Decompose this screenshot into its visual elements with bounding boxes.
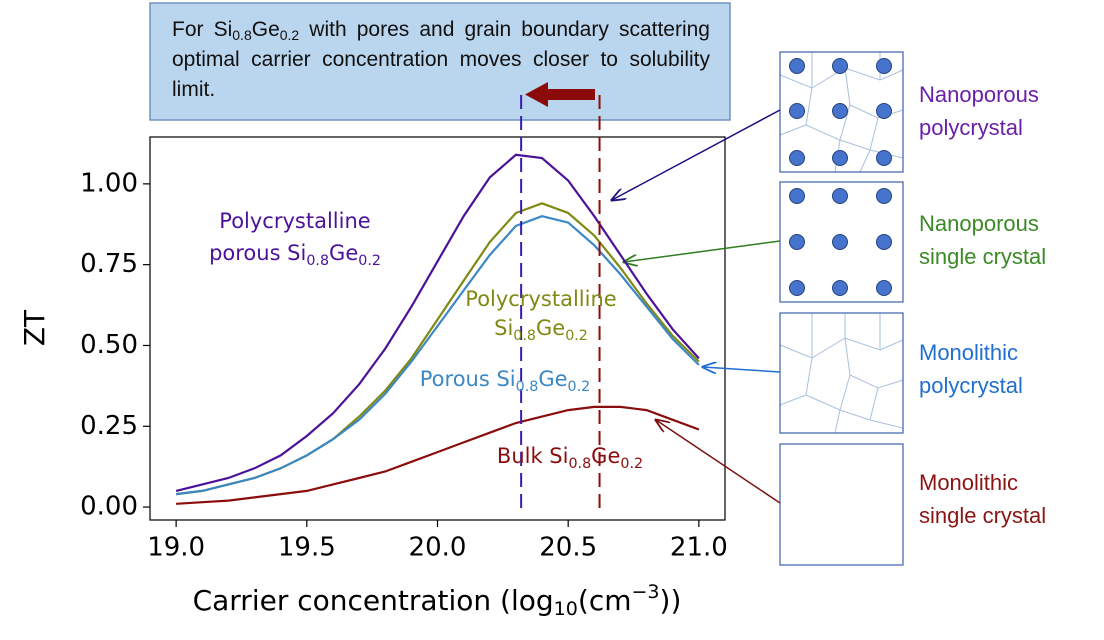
subscript: 0.8 xyxy=(568,456,591,472)
panel-label: single crystal xyxy=(919,503,1046,528)
pointer-arrow xyxy=(624,240,781,262)
panel-label: polycrystal xyxy=(919,115,1023,140)
subscript: −3 xyxy=(631,581,659,603)
curve xyxy=(175,153,700,492)
x-tick-label: 19.5 xyxy=(278,533,336,563)
shift-arrow-head xyxy=(525,82,548,107)
curve-label: Porous Si0.8Ge0.2 xyxy=(420,367,590,395)
annotation-part: 0.2 xyxy=(279,27,300,43)
pointer-arrow xyxy=(656,420,781,504)
grain-boundaries xyxy=(779,52,904,434)
annotation-part: with pores and grain boundary scattering… xyxy=(172,18,710,101)
curve xyxy=(175,215,700,496)
panel-label: Monolithic xyxy=(919,470,1018,495)
annotation-part: 0.8 xyxy=(232,27,252,43)
y-axis-label: ZT xyxy=(18,309,51,346)
panel xyxy=(779,312,904,434)
panel-label: polycrystal xyxy=(919,373,1023,398)
panel xyxy=(779,443,904,566)
annotation-part: For Si xyxy=(172,18,233,41)
subscript: 0.8 xyxy=(516,379,539,395)
subscript: 10 xyxy=(554,598,578,620)
shift-arrow xyxy=(545,89,595,100)
panel-label: single crystal xyxy=(919,244,1046,269)
curve-label: Bulk Si0.8Ge0.2 xyxy=(497,444,643,472)
panel-label: Nanoporous xyxy=(919,211,1039,236)
y-tick-label: 1.00 xyxy=(80,168,138,198)
panel xyxy=(779,51,904,173)
subscript: 0.2 xyxy=(568,379,591,395)
text-part: (cm xyxy=(578,584,632,617)
subscript: 0.2 xyxy=(358,253,381,269)
text-part: Ge xyxy=(329,241,358,265)
curve-label: porous Si0.8Ge0.2 xyxy=(209,241,381,269)
annotation-box xyxy=(149,2,731,121)
panel-label: Nanoporous xyxy=(919,82,1039,107)
pointer-arrow xyxy=(612,109,781,200)
curve-label: Si0.8Ge0.2 xyxy=(494,316,588,344)
subscript: 0.2 xyxy=(565,328,588,344)
pointer-arrow xyxy=(703,367,781,372)
text-part: Ge xyxy=(591,444,620,468)
text-part: porous Si xyxy=(209,241,306,265)
subscript: 0.8 xyxy=(306,253,329,269)
annotation-part: Ge xyxy=(251,18,280,41)
text-part: Bulk Si xyxy=(497,444,569,468)
x-tick-label: 20.5 xyxy=(539,533,597,563)
curve xyxy=(176,405,700,505)
panel xyxy=(779,181,904,303)
text-part: Ge xyxy=(538,367,567,391)
y-tick-label: 0.25 xyxy=(80,411,138,441)
y-tick-label: 0.75 xyxy=(80,249,138,279)
annotation-text: For Si0.8Ge0.2 with pores and grain boun… xyxy=(172,15,710,105)
text-part: Carrier concentration (log xyxy=(193,584,554,617)
x-axis-label: Carrier concentration (log10(cm−3)) xyxy=(193,581,682,620)
text-part: Ge xyxy=(536,316,565,340)
x-tick-label: 21.0 xyxy=(670,533,728,563)
x-tick-label: 20.0 xyxy=(409,533,467,563)
curve-label: Polycrystalline xyxy=(465,287,616,311)
text-part: Polycrystalline xyxy=(219,209,370,233)
panel-label: Monolithic xyxy=(919,340,1018,365)
y-tick-label: 0.50 xyxy=(80,330,138,360)
subscript: 0.2 xyxy=(620,456,643,472)
pores xyxy=(789,58,892,296)
x-tick-label: 19.0 xyxy=(147,533,205,563)
text-part: Si xyxy=(494,316,513,340)
subscript: 0.8 xyxy=(513,328,536,344)
text-part: Polycrystalline xyxy=(465,287,616,311)
text-part: Porous Si xyxy=(420,367,516,391)
text-part: )) xyxy=(660,584,682,617)
curve-label: Polycrystalline xyxy=(219,209,370,233)
y-tick-label: 0.00 xyxy=(80,492,138,522)
